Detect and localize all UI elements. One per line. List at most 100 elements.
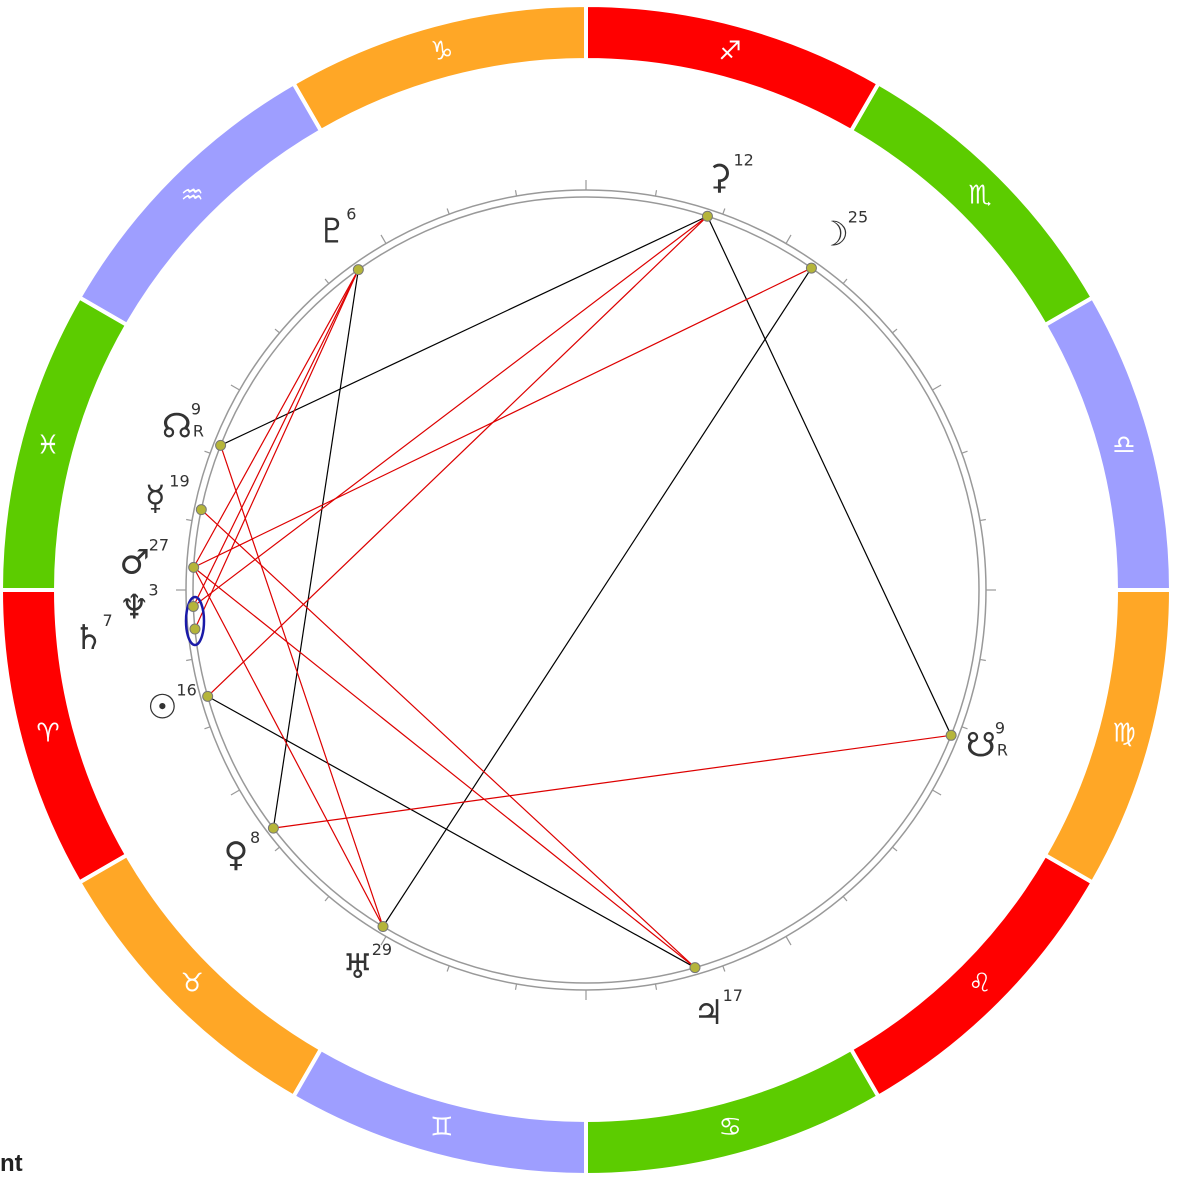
sign-glyph: ♓ bbox=[36, 430, 59, 460]
degree-tick bbox=[186, 658, 193, 662]
degree-tick bbox=[979, 658, 986, 662]
aspect-line bbox=[207, 695, 696, 969]
planet-dot bbox=[195, 504, 207, 516]
planet-degree: 12 bbox=[733, 151, 753, 170]
planet-dot bbox=[945, 729, 957, 741]
degree-tick bbox=[380, 234, 387, 244]
degree-tick bbox=[785, 936, 792, 946]
planet-degree: 16 bbox=[176, 681, 196, 700]
planet-degree: 19 bbox=[169, 472, 189, 491]
aspect-line bbox=[193, 566, 696, 969]
planet-degree: 29 bbox=[372, 940, 392, 959]
degree-tick bbox=[230, 384, 240, 391]
planet-glyph: ⚳ bbox=[707, 158, 732, 198]
degree-tick bbox=[380, 936, 387, 946]
degree-tick bbox=[961, 726, 968, 730]
degree-tick bbox=[204, 450, 211, 454]
degree-tick bbox=[230, 789, 240, 796]
degree-tick bbox=[446, 965, 450, 972]
degree-tick bbox=[842, 896, 848, 902]
degree-tick bbox=[446, 208, 450, 215]
degree-tick bbox=[961, 450, 968, 454]
degree-tick bbox=[785, 234, 792, 244]
planet-dot bbox=[689, 962, 701, 974]
aspect-line bbox=[192, 269, 359, 607]
degree-tick bbox=[842, 278, 848, 284]
degree-tick bbox=[892, 846, 898, 852]
planet-degree: 25 bbox=[848, 208, 868, 227]
aspect-line bbox=[207, 215, 708, 697]
cut-off-text: nt bbox=[0, 1150, 23, 1177]
sign-glyph: ♑ bbox=[430, 36, 453, 66]
planet-glyph: ☉ bbox=[147, 688, 177, 728]
inner-circle bbox=[185, 189, 987, 991]
planet-glyph: ☽ bbox=[819, 215, 849, 255]
planet-dot bbox=[352, 264, 364, 276]
planet-dot bbox=[377, 921, 389, 933]
aspect-line bbox=[194, 269, 359, 630]
degree-tick bbox=[324, 278, 330, 284]
degree-tick bbox=[274, 846, 280, 852]
sign-segment bbox=[1042, 294, 1174, 592]
planet-degree: 6 bbox=[346, 204, 356, 223]
sign-glyph: ♌ bbox=[968, 968, 991, 998]
degree-tick bbox=[186, 518, 193, 522]
sign-segment bbox=[0, 588, 130, 886]
planet-degree: 8 bbox=[250, 828, 260, 847]
degree-tick bbox=[654, 190, 658, 197]
aspect-line bbox=[220, 445, 384, 927]
planet-dot bbox=[188, 561, 200, 573]
degree-tick bbox=[274, 328, 280, 334]
degree-tick bbox=[979, 518, 986, 522]
aspect-line bbox=[193, 269, 359, 568]
sign-glyph: ♋ bbox=[719, 1113, 742, 1143]
sign-glyph: ♐ bbox=[719, 36, 742, 66]
conjunction-marker bbox=[184, 595, 206, 647]
planet-glyph: ♆ bbox=[119, 587, 149, 627]
degree-tick bbox=[722, 208, 726, 215]
planet-degree: 9 bbox=[191, 400, 201, 419]
sign-glyph: ♎ bbox=[1112, 430, 1135, 460]
sign-glyph: ♉ bbox=[180, 968, 203, 998]
sign-segment bbox=[1042, 588, 1174, 886]
aspect-line bbox=[272, 269, 359, 829]
planet-glyph: ♀ bbox=[224, 835, 249, 875]
planet-glyph: ♃ bbox=[693, 993, 723, 1033]
planet-degree: 9 bbox=[995, 719, 1005, 738]
planet-degree: 27 bbox=[149, 535, 169, 554]
sign-segment bbox=[584, 2, 882, 134]
planet-glyph: ☋ bbox=[966, 726, 996, 766]
aspect-line bbox=[200, 509, 696, 969]
aspect-line bbox=[193, 267, 812, 568]
planet-degree: 17 bbox=[723, 986, 743, 1005]
planet-glyph: ☿ bbox=[145, 479, 166, 519]
sign-segment bbox=[0, 294, 130, 592]
aspect-line bbox=[193, 567, 384, 927]
aspect-line bbox=[192, 215, 708, 607]
retrograde-mark: R bbox=[997, 741, 1008, 760]
planet-dot bbox=[189, 623, 201, 635]
planet-dot bbox=[267, 822, 279, 834]
degree-tick bbox=[932, 789, 942, 796]
planet-dot bbox=[202, 690, 214, 702]
degree-tick bbox=[932, 384, 942, 391]
planet-degree: 7 bbox=[102, 611, 112, 630]
planet-glyph: ♂ bbox=[120, 542, 150, 582]
planet-glyph: ♇ bbox=[317, 211, 347, 251]
planet-glyph: ♅ bbox=[342, 947, 372, 987]
inner-circle bbox=[192, 196, 980, 984]
degree-tick bbox=[654, 983, 658, 990]
aspect-line bbox=[220, 215, 708, 446]
degree-tick bbox=[324, 896, 330, 902]
planet-glyph: ♄ bbox=[73, 618, 103, 658]
planet-degree: 3 bbox=[148, 580, 158, 599]
sign-glyph: ♊ bbox=[430, 1113, 453, 1143]
aspect-line bbox=[273, 734, 952, 829]
degree-tick bbox=[204, 726, 211, 730]
planet-dot bbox=[215, 439, 227, 451]
sign-glyph: ♏ bbox=[968, 181, 991, 211]
sign-segment bbox=[290, 2, 588, 134]
planet-dot bbox=[187, 600, 199, 612]
degree-tick bbox=[514, 983, 518, 990]
